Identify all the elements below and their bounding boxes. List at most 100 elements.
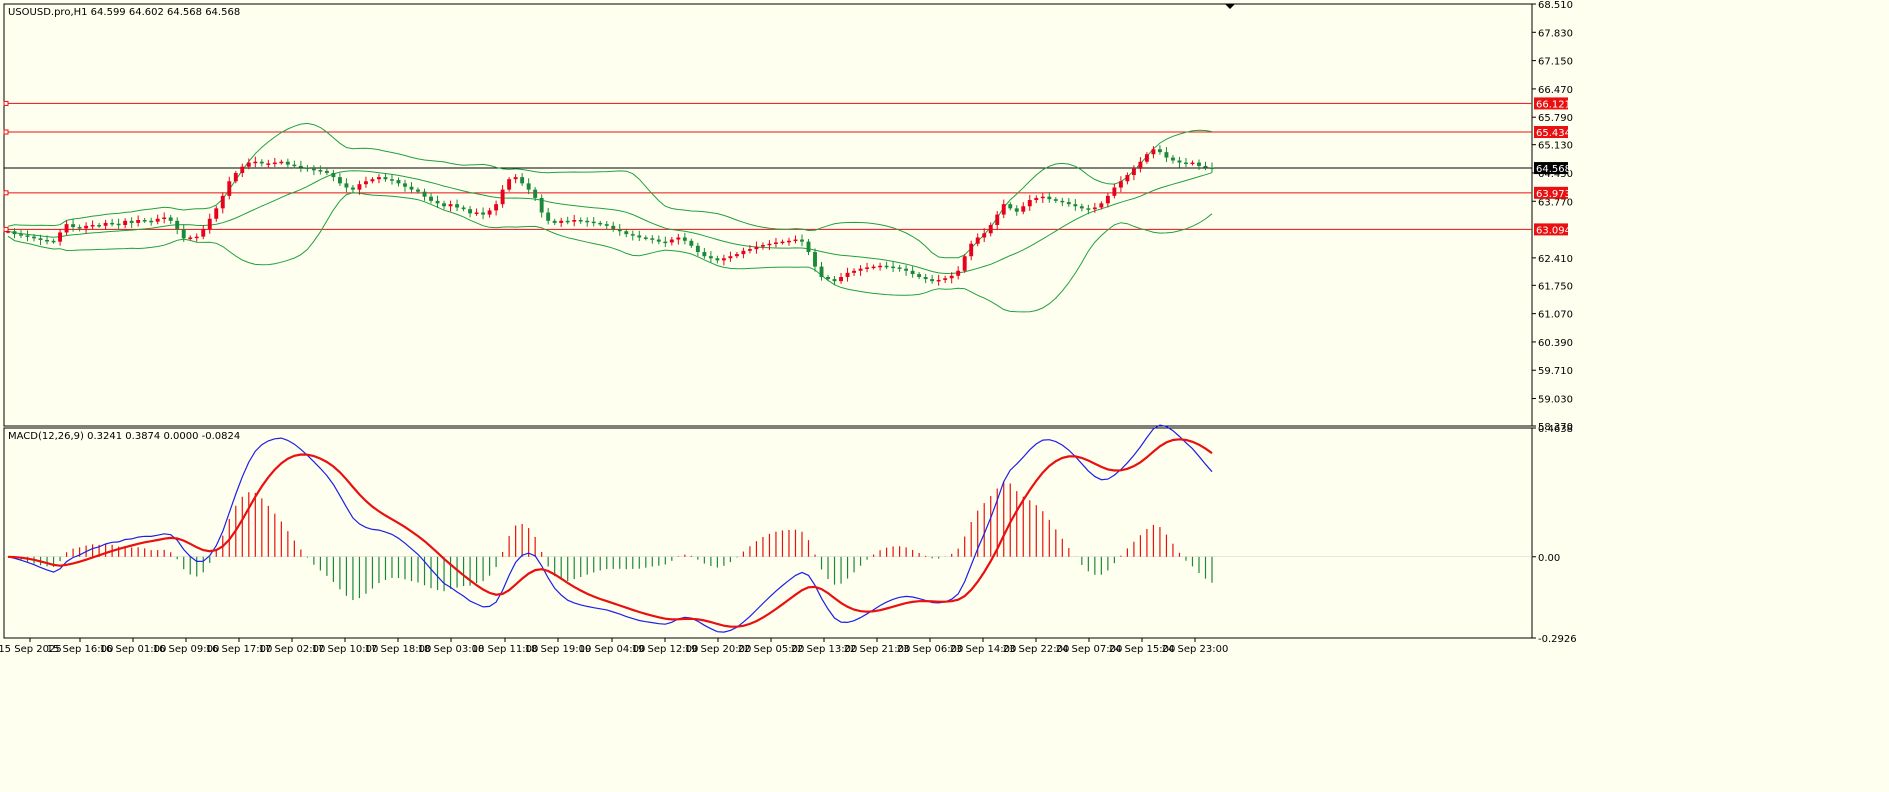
price-tick-label: 59.710 (1538, 366, 1573, 377)
candle-body (507, 179, 512, 190)
candle-body (1053, 199, 1058, 201)
candle-body (598, 222, 603, 225)
candle-body (474, 212, 479, 215)
candle-body (25, 235, 30, 237)
candle-body (988, 224, 993, 234)
candle-body (585, 220, 590, 223)
candle-body (500, 189, 505, 205)
macd-tick-label: 0.4638 (1538, 424, 1573, 435)
candle-body (982, 233, 987, 238)
price-tick-label: 60.390 (1538, 338, 1573, 349)
candle-body (1040, 196, 1045, 199)
candle-body (266, 163, 271, 165)
candle-body (754, 246, 759, 250)
candle-body (58, 232, 63, 242)
candle-body (747, 249, 752, 251)
candle-body (337, 177, 342, 184)
candle-body (311, 168, 316, 171)
current-price-tag-label: 64.568 (1536, 164, 1571, 175)
candle-body (721, 258, 726, 261)
candle-body (227, 181, 232, 196)
candle-body (45, 239, 50, 242)
candle-body (689, 240, 694, 246)
level-tag (1534, 126, 1568, 139)
candle-body (155, 218, 160, 222)
time-tick-label: 23 Sep 22:00 (1003, 644, 1070, 655)
price-tick-label: 67.150 (1538, 57, 1573, 68)
candle-body (1001, 204, 1006, 215)
price-tick-label: 61.070 (1538, 310, 1573, 321)
time-tick-label: 19 Sep 20:00 (685, 644, 752, 655)
candle-body (1027, 200, 1032, 207)
candle-body (904, 268, 909, 271)
candle-body (1021, 206, 1026, 212)
candle-body (272, 162, 277, 165)
candle-body (19, 234, 23, 236)
candle-body (357, 184, 362, 190)
macd-tick-label: 0.00 (1538, 553, 1560, 564)
candle-body (624, 231, 629, 235)
candle-body (468, 209, 473, 214)
candle-body (403, 183, 407, 187)
candle-body (852, 270, 857, 273)
candle-body (760, 244, 765, 247)
candle-body (1105, 195, 1110, 204)
candle-body (1164, 152, 1169, 158)
candle-body (168, 217, 173, 221)
candle-body (715, 258, 720, 261)
candle-body (741, 250, 746, 255)
candle-body (1197, 162, 1201, 166)
candle-body (285, 161, 290, 165)
candle-body (728, 256, 733, 259)
time-tick-label: 15 Sep 16:00 (47, 644, 114, 655)
candle-body (1184, 162, 1188, 165)
time-tick-label: 23 Sep 14:00 (950, 644, 1017, 655)
bollinger-upper (7, 122, 1213, 259)
time-tick-label: 24 Sep 23:00 (1162, 644, 1229, 655)
candle-body (1099, 203, 1104, 208)
candle-body (1060, 200, 1065, 203)
candle-body (162, 217, 167, 219)
price-tick-label: 58.370 (1538, 422, 1573, 433)
candle-body (214, 208, 219, 219)
price-tick-label: 62.410 (1538, 254, 1573, 265)
time-tick-label: 22 Sep 13:00 (791, 644, 858, 655)
candle-body (878, 265, 883, 268)
candle-body (650, 238, 655, 240)
candle-body (292, 164, 297, 167)
candle-body (774, 242, 778, 244)
time-tick-label: 18 Sep 11:00 (472, 644, 539, 655)
candle-body (936, 279, 941, 282)
candle-body (943, 278, 948, 280)
candle-body (923, 277, 928, 280)
candle-body (1138, 161, 1143, 169)
candle-body (331, 172, 336, 178)
candle-body (832, 279, 837, 282)
candle-body (734, 254, 739, 257)
candle-body (390, 179, 394, 181)
candle-body (604, 224, 609, 226)
candle-body (201, 229, 206, 237)
candle-body (767, 243, 772, 246)
candle-body (110, 222, 115, 225)
bollinger-middle (7, 170, 1213, 275)
candle-body (246, 162, 251, 167)
candle-body (787, 240, 791, 243)
candle-body (279, 161, 284, 164)
price-tick-label: 63.770 (1538, 197, 1573, 208)
time-tick-label: 15 Sep 2025 (0, 644, 62, 655)
time-tick-label: 23 Sep 06:00 (897, 644, 964, 655)
candle-body (305, 167, 310, 170)
candle-body (90, 224, 95, 227)
candle-body (188, 237, 193, 239)
candle-body (819, 266, 824, 278)
time-tick-label: 24 Sep 15:00 (1109, 644, 1176, 655)
candle-body (77, 227, 82, 229)
candle-body (780, 241, 785, 244)
level-tag-label: 65.434 (1536, 128, 1571, 139)
symbol-header: USOUSD.pro,H1 64.599 64.602 64.568 64.56… (8, 7, 240, 18)
candle-body (1157, 149, 1162, 153)
price-panel (3, 3, 1533, 427)
